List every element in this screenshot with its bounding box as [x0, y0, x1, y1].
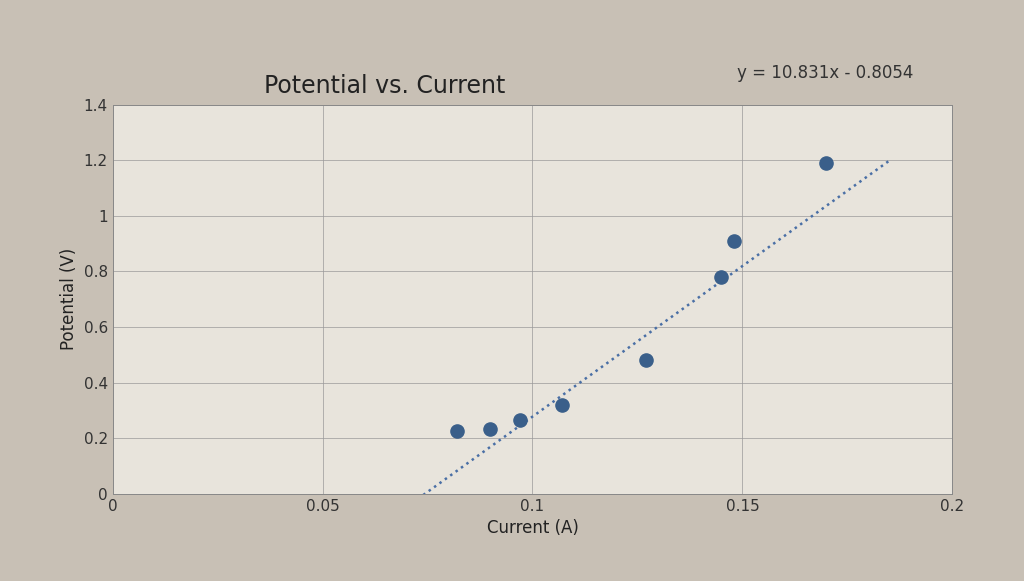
Text: Potential vs. Current: Potential vs. Current: [264, 74, 505, 98]
Point: [512, 415, 528, 425]
Point: [818, 158, 835, 167]
X-axis label: Current (A): Current (A): [486, 519, 579, 537]
Point: [713, 272, 729, 282]
Point: [554, 400, 570, 410]
Point: [726, 236, 742, 245]
Text: y = 10.831x - 0.8054: y = 10.831x - 0.8054: [737, 64, 913, 81]
Y-axis label: Potential (V): Potential (V): [60, 248, 78, 350]
Point: [449, 426, 465, 436]
Point: [482, 424, 499, 433]
Point: [638, 356, 654, 365]
